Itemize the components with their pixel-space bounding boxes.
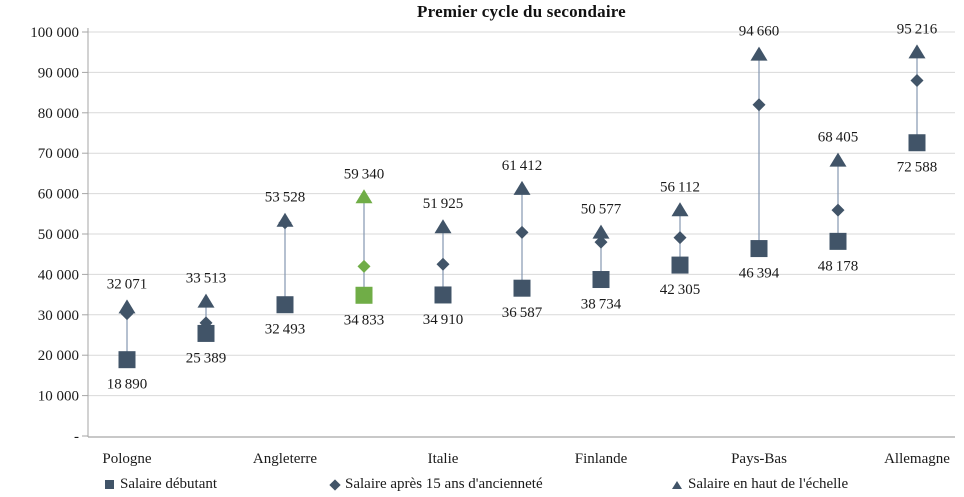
x-axis-label: Allemagne <box>884 451 950 467</box>
data-label-haut-echelle: 50 577 <box>581 202 622 218</box>
legend-label-salaire-haut-echelle: Salaire en haut de l'échelle <box>688 476 849 492</box>
y-axis-tick-label: 10 000 <box>38 389 79 405</box>
y-axis-tick-label: 60 000 <box>38 187 79 203</box>
marker-triangle-salaire-haut-echelle <box>355 189 373 204</box>
data-label-haut-echelle: 56 112 <box>660 179 700 195</box>
marker-square-salaire-debutant <box>118 351 136 369</box>
marker-triangle-salaire-haut-echelle <box>118 299 136 314</box>
marker-square-salaire-debutant <box>671 256 689 274</box>
x-axis-label: Pays-Bas <box>731 451 787 467</box>
x-axis-label: Pologne <box>102 451 152 467</box>
y-axis-tick-label: 40 000 <box>38 267 79 283</box>
data-label-debutant: 36 587 <box>502 305 543 321</box>
marker-diamond-salaire-15-ans <box>199 316 213 330</box>
legend-diamond-icon <box>329 478 341 491</box>
legend-item-salaire-haut-echelle: Salaire en haut de l'échelle <box>672 476 848 493</box>
marker-square-salaire-debutant <box>750 240 768 258</box>
data-label-haut-echelle: 94 660 <box>739 24 780 40</box>
marker-triangle-salaire-haut-echelle <box>829 152 847 167</box>
marker-triangle-salaire-haut-echelle <box>592 224 610 239</box>
y-axis-tick-label: - <box>74 429 79 445</box>
legend-item-salaire-15-ans: Salaire après 15 ans d'ancienneté <box>329 476 543 493</box>
data-label-debutant: 48 178 <box>818 258 859 274</box>
marker-triangle-salaire-haut-echelle <box>671 202 689 217</box>
data-label-haut-echelle: 95 216 <box>897 21 938 37</box>
y-axis-tick-label: 50 000 <box>38 227 79 243</box>
data-label-debutant: 34 833 <box>344 312 385 328</box>
y-axis-tick-label: 20 000 <box>38 348 79 364</box>
x-axis-label: Angleterre <box>253 451 317 467</box>
marker-square-salaire-debutant <box>197 324 215 342</box>
marker-diamond-salaire-15-ans <box>910 73 924 87</box>
marker-diamond-salaire-15-ans <box>594 235 608 249</box>
data-label-haut-echelle: 59 340 <box>344 166 385 182</box>
marker-square-salaire-debutant <box>434 286 452 304</box>
y-axis-tick-label: 70 000 <box>38 146 79 162</box>
legend-triangle-icon <box>672 480 682 489</box>
legend-label-salaire-debutant: Salaire débutant <box>120 476 218 492</box>
data-label-haut-echelle: 53 528 <box>265 190 306 206</box>
marker-diamond-salaire-15-ans <box>436 257 450 271</box>
y-axis-tick-label: 30 000 <box>38 308 79 324</box>
data-label-debutant: 42 305 <box>660 282 701 298</box>
marker-triangle-salaire-haut-echelle <box>276 212 294 227</box>
data-label-debutant: 34 910 <box>423 312 464 328</box>
x-axis-label: Italie <box>428 451 459 467</box>
marker-triangle-salaire-haut-echelle <box>513 180 531 195</box>
data-label-debutant: 72 588 <box>897 160 938 176</box>
y-axis-tick-label: 90 000 <box>38 65 79 81</box>
y-axis-tick-label: 80 000 <box>38 106 79 122</box>
y-axis-tick-label: 100 000 <box>30 25 79 41</box>
marker-square-salaire-debutant <box>829 232 847 250</box>
data-label-debutant: 32 493 <box>265 322 306 338</box>
marker-diamond-salaire-15-ans <box>673 231 687 245</box>
chart-title: Premier cycle du secondaire <box>417 2 626 21</box>
marker-square-salaire-debutant <box>592 271 610 289</box>
marker-square-salaire-debutant <box>513 279 531 297</box>
data-label-debutant: 25 389 <box>186 350 227 366</box>
marker-diamond-salaire-15-ans <box>515 225 529 239</box>
data-label-debutant: 38 734 <box>581 297 622 313</box>
data-label-haut-echelle: 51 925 <box>423 196 464 212</box>
legend-label-salaire-15-ans: Salaire après 15 ans d'ancienneté <box>345 476 543 492</box>
data-label-debutant: 18 890 <box>107 377 148 393</box>
data-label-haut-echelle: 32 071 <box>107 276 148 292</box>
x-axis-label: Finlande <box>575 451 628 467</box>
marker-diamond-salaire-15-ans <box>357 259 371 273</box>
marker-triangle-salaire-haut-echelle <box>908 44 926 59</box>
marker-square-salaire-debutant <box>908 134 926 152</box>
data-label-debutant: 46 394 <box>739 266 780 282</box>
legend-item-salaire-debutant: Salaire débutant <box>105 476 217 493</box>
chart-legend: Salaire débutant Salaire après 15 ans d'… <box>0 474 964 496</box>
marker-square-salaire-debutant <box>355 286 373 304</box>
legend-square-icon <box>105 480 114 489</box>
marker-triangle-salaire-haut-echelle <box>750 46 768 61</box>
marker-square-salaire-debutant <box>276 296 294 314</box>
data-label-haut-echelle: 33 513 <box>186 271 227 287</box>
data-label-haut-echelle: 61 412 <box>502 158 543 174</box>
marker-diamond-salaire-15-ans <box>831 203 845 217</box>
data-label-haut-echelle: 68 405 <box>818 130 859 146</box>
marker-diamond-salaire-15-ans <box>752 98 766 112</box>
marker-triangle-salaire-haut-echelle <box>434 219 452 234</box>
marker-triangle-salaire-haut-echelle <box>197 293 215 308</box>
chart-plot-area: - 10 000 20 000 30 000 40 000 50 000 60 000 70 … <box>30 21 955 467</box>
